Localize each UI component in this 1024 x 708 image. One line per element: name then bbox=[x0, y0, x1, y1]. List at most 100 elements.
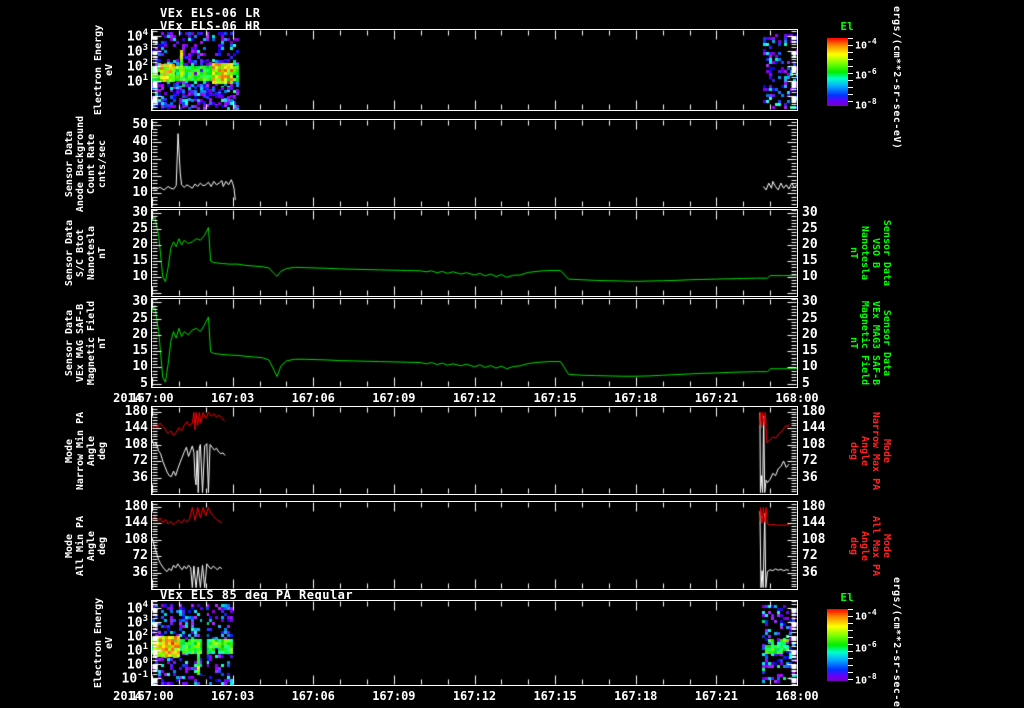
panel-narrow-pa bbox=[151, 406, 798, 495]
plot-canvas-anode-count-rate bbox=[152, 120, 797, 207]
xtick-label: 167:03 bbox=[210, 391, 255, 405]
ytick-label-right: 30 bbox=[802, 294, 818, 310]
ytick-label: 101 bbox=[126, 73, 148, 90]
ytick-label-right: 144 bbox=[802, 515, 826, 531]
axis-label-all-pa: Mode All Min PA Angle deg bbox=[64, 515, 108, 576]
panel-els-spectrogram-top bbox=[151, 29, 798, 111]
panel-title-els-85deg: VEx ELS 85 deg PA Regular bbox=[160, 588, 354, 602]
plot-canvas-els-spectrogram-bottom bbox=[152, 601, 797, 685]
ytick-label: 30 bbox=[132, 205, 148, 221]
ytick-label: 10 bbox=[132, 359, 148, 375]
colorbar-ticks bbox=[848, 38, 853, 106]
ytick-label: 180 bbox=[124, 498, 148, 514]
year-label: 2014 bbox=[113, 391, 142, 405]
plot-canvas-els-spectrogram-top bbox=[152, 30, 797, 110]
xtick-label: 167:09 bbox=[372, 689, 416, 703]
ytick-label-right: 72 bbox=[802, 548, 818, 564]
plot-canvas-vex-mag bbox=[152, 299, 797, 387]
ytick-label: 36 bbox=[132, 469, 148, 485]
flux-unit-label: ergs/(cm**2-sr-sec-eV) bbox=[891, 577, 902, 708]
ytick-label: 103 bbox=[126, 43, 148, 60]
axis-label-right-narrow-pa: Mode Narrow Max PA Angle deg bbox=[848, 411, 892, 490]
ytick-label: 108 bbox=[124, 436, 148, 452]
ytick-label: 15 bbox=[132, 343, 148, 359]
ytick-label-right: 108 bbox=[802, 531, 826, 547]
colorbar-title: El bbox=[840, 591, 854, 604]
ytick-label: 30 bbox=[132, 294, 148, 310]
ytick-label: 25 bbox=[132, 221, 148, 237]
xtick-label: 167:21 bbox=[694, 689, 739, 703]
panel-els-spectrogram-bottom bbox=[151, 600, 798, 686]
ytick-label-right: 144 bbox=[802, 420, 826, 436]
ytick-label: 25 bbox=[132, 310, 148, 326]
flux-unit-label: ergs/(cm**2-sr-sec-eV) bbox=[891, 6, 902, 150]
ytick-label: 104 bbox=[126, 28, 148, 45]
xtick-label: 167:21 bbox=[694, 391, 739, 405]
ytick-label: 30 bbox=[132, 151, 148, 167]
ytick-label: 180 bbox=[124, 403, 148, 419]
ytick-label-right: 20 bbox=[802, 237, 818, 253]
xtick-label: 167:00 bbox=[130, 391, 174, 405]
ytick-label-right: 25 bbox=[802, 310, 818, 326]
ytick-label-right: 10 bbox=[802, 359, 818, 375]
ytick-label-right: 30 bbox=[802, 205, 818, 221]
ytick-label-right: 36 bbox=[802, 469, 818, 485]
colorbar-ticks bbox=[848, 609, 853, 681]
xtick-label: 167:15 bbox=[533, 391, 577, 405]
colorbar-tick-label: 10-4 bbox=[855, 608, 877, 623]
colorbar-gradient bbox=[827, 38, 848, 106]
colorbar-tick-label: 10-6 bbox=[855, 67, 877, 82]
plot-canvas-narrow-pa bbox=[152, 407, 797, 494]
ytick-label: 36 bbox=[132, 564, 148, 580]
ytick-label: 144 bbox=[124, 420, 148, 436]
colorbar-tick-label: 10-8 bbox=[855, 671, 877, 687]
colorbar-tick-label: 10-6 bbox=[855, 640, 877, 655]
ytick-label-right: 72 bbox=[802, 453, 818, 469]
ytick-label: 50 bbox=[132, 117, 148, 133]
ytick-label-right: 5 bbox=[802, 375, 810, 391]
axis-label-right-all-pa: Mode All Max PA Angle deg bbox=[848, 515, 892, 576]
ytick-label: 20 bbox=[132, 237, 148, 253]
ytick-label: 10-1 bbox=[121, 670, 149, 687]
axis-label-right-vex-mag: Sensor Data VEx MAG3 SAF-B Magnetic Fiel… bbox=[848, 300, 892, 386]
ytick-label: 72 bbox=[132, 548, 148, 564]
ytick-label-right: 15 bbox=[802, 252, 818, 268]
colorbar-tick-label: 10-4 bbox=[855, 37, 877, 52]
axis-label-right-sc-btot: Sensor Data VSO B Nanotesla nT bbox=[848, 219, 892, 287]
ytick-label: 102 bbox=[126, 58, 148, 75]
xtick-label: 167:03 bbox=[210, 689, 255, 703]
colorbar-title: El bbox=[840, 20, 854, 33]
ytick-label-right: 180 bbox=[802, 403, 826, 419]
ytick-label: 10 bbox=[132, 268, 148, 284]
xtick-label: 167:09 bbox=[372, 391, 416, 405]
axis-label-sc-btot: Sensor Data S/C Btot Nanotesla nT bbox=[64, 219, 108, 287]
ytick-label-right: 10 bbox=[802, 268, 818, 284]
ytick-label-right: 25 bbox=[802, 221, 818, 237]
ytick-label-right: 108 bbox=[802, 436, 826, 452]
plot-canvas-all-pa bbox=[152, 502, 797, 589]
xtick-label: 167:12 bbox=[452, 689, 497, 703]
xtick-label: 167:18 bbox=[614, 689, 658, 703]
ytick-label: 20 bbox=[132, 168, 148, 184]
ytick-label: 100 bbox=[126, 656, 148, 673]
ytick-label-right: 20 bbox=[802, 326, 818, 342]
colorbar-tick-label: 10-8 bbox=[855, 97, 877, 112]
xtick-label: 167:15 bbox=[533, 689, 577, 703]
panel-all-pa bbox=[151, 501, 798, 590]
axis-label-anode-count-rate: Sensor Data Anode Background Count Rate … bbox=[64, 115, 108, 212]
xtick-label: 168:00 bbox=[775, 391, 819, 405]
axis-label-vex-mag: Sensor Data VEx MAG SAF-B Magnetic Field… bbox=[64, 300, 108, 386]
ytick-label-right: 180 bbox=[802, 498, 826, 514]
xtick-label: 168:00 bbox=[775, 689, 819, 703]
axis-label-narrow-pa: Mode Narrow Min PA Angle deg bbox=[64, 411, 108, 490]
panel-vex-mag bbox=[151, 298, 798, 388]
ytick-label: 10 bbox=[132, 185, 148, 201]
xtick-label: 167:12 bbox=[452, 391, 497, 405]
panel-sc-btot bbox=[151, 209, 798, 297]
ytick-label: 144 bbox=[124, 515, 148, 531]
ytick-label: 5 bbox=[140, 375, 148, 391]
axis-label-els-spectrogram-bottom: Electron Energy eV bbox=[93, 597, 115, 689]
axis-label-els-spectrogram-top: Electron Energy eV bbox=[93, 24, 115, 116]
ytick-label: 15 bbox=[132, 252, 148, 268]
xtick-label: 167:06 bbox=[291, 391, 335, 405]
